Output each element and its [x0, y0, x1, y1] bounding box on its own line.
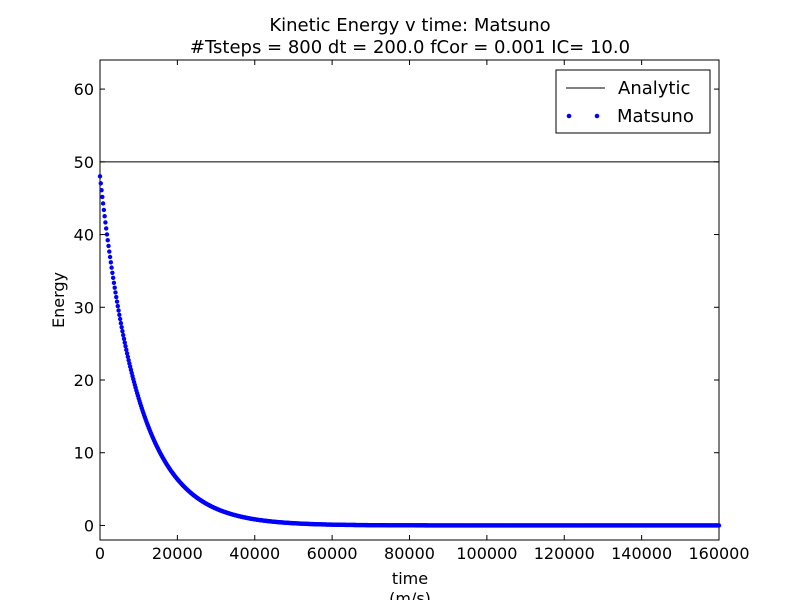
y-tick-label: 50: [74, 153, 94, 172]
matsuno-point: [113, 290, 118, 295]
y-tick-label: 0: [84, 516, 94, 535]
y-axis-ticks: 0 10 20 30 40 50 60: [74, 80, 719, 535]
x-axis-label: time: [392, 569, 428, 588]
matsuno-point: [99, 187, 104, 193]
matsuno-point: [119, 324, 124, 330]
title-line-1: Kinetic Energy v time: Matsuno: [269, 15, 550, 36]
x-axis-ticks: 0 20000 40000 60000 80000 100000 120000 140000 1…: [95, 60, 750, 563]
matsuno-point: [125, 354, 131, 359]
matsuno-point: [98, 181, 103, 186]
matsuno-point: [105, 238, 110, 243]
matsuno-point: [102, 214, 107, 219]
y-tick-label: 60: [74, 80, 94, 99]
matsuno-point: [117, 312, 122, 317]
x-tick-label: 160000: [688, 544, 749, 563]
y-tick-label: 30: [74, 298, 94, 317]
chart-title: Kinetic Energy v time: Matsuno #Tsteps =…: [190, 15, 630, 58]
x-tick-label: 40000: [229, 544, 280, 563]
matsuno-point: [108, 260, 114, 265]
matsuno-point: [100, 201, 106, 206]
matsuno-point: [121, 336, 127, 342]
matsuno-point: [97, 174, 103, 179]
matsuno-point: [111, 280, 117, 285]
x-tick-label: 80000: [384, 544, 435, 563]
legend-box: [555, 69, 711, 134]
matsuno-point: [123, 344, 128, 349]
matsuno-point: [107, 254, 113, 260]
matsuno-point: [110, 275, 116, 281]
x-tick-label: 100000: [456, 544, 517, 563]
matsuno-point: [716, 523, 722, 528]
matsuno-point: [114, 299, 120, 304]
matsuno-point: [109, 265, 114, 270]
series-matsuno: [97, 174, 722, 528]
matsuno-point: [101, 207, 107, 213]
matsuno-point: [117, 316, 123, 322]
matsuno-point: [103, 226, 109, 231]
x-tick-label: 60000: [307, 544, 358, 563]
x-axis-unit-label: (m/s): [389, 589, 431, 600]
x-tick-label: 140000: [611, 544, 672, 563]
matsuno-point: [110, 270, 115, 275]
legend-swatch-matsuno-dot-2: [594, 113, 600, 119]
y-tick-label: 20: [74, 371, 94, 390]
y-tick-label: 10: [74, 444, 94, 463]
x-tick-label: 120000: [534, 544, 595, 563]
legend: Analytic Matsuno: [555, 69, 711, 134]
title-line-2: #Tsteps = 800 dt = 200.0 fCor = 0.001 IC…: [190, 37, 630, 58]
legend-label-matsuno: Matsuno: [617, 106, 694, 127]
x-tick-label: 0: [95, 544, 105, 563]
legend-swatch-matsuno-dot-1: [566, 113, 572, 119]
matsuno-point: [124, 351, 130, 356]
matsuno-point: [116, 308, 121, 313]
matsuno-point: [124, 347, 129, 353]
matsuno-point: [120, 328, 125, 334]
matsuno-point: [126, 357, 131, 363]
matsuno-point: [107, 249, 112, 254]
legend-label-analytic: Analytic: [618, 78, 690, 99]
matsuno-point: [122, 340, 127, 345]
matsuno-point: [115, 303, 120, 309]
y-tick-label: 40: [74, 226, 94, 245]
matsuno-point: [100, 194, 105, 200]
matsuno-point: [118, 320, 124, 326]
matsuno-point: [106, 243, 111, 249]
y-axis-label: Energy: [49, 272, 68, 328]
matsuno-point: [121, 332, 126, 338]
matsuno-point: [114, 294, 119, 300]
x-tick-label: 20000: [152, 544, 203, 563]
matsuno-point: [103, 220, 108, 225]
matsuno-point: [112, 285, 117, 290]
matsuno-point: [104, 232, 110, 237]
